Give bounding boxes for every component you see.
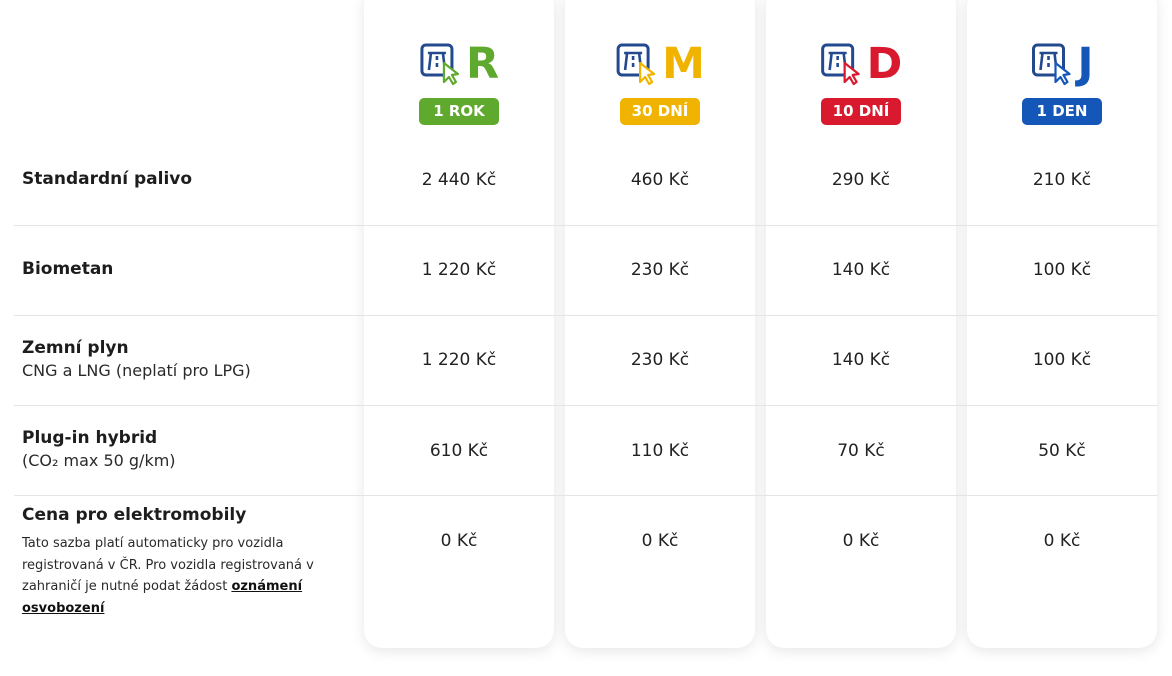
price-cell: 70 Kč — [837, 441, 885, 461]
plan-logo-m: M — [615, 42, 705, 86]
price-cell: 290 Kč — [831, 170, 891, 190]
plan-badge-m: 30 DNÍ — [620, 98, 700, 125]
price-cell: 0 Kč — [1043, 531, 1081, 551]
price-cell: 460 Kč — [630, 170, 690, 190]
plan-letter-r: R — [465, 39, 500, 89]
price-cell: 50 Kč — [1038, 441, 1086, 461]
price-cell: 1 220 Kč — [421, 350, 497, 370]
exemption-notice-link[interactable]: oznámení osvobození — [22, 579, 303, 616]
row-title: Plug-in hybrid — [22, 428, 158, 448]
row-label-plugin-hybrid: Plug-in hybrid (CO₂ max 50 g/km) — [22, 427, 176, 472]
row-label-standard-fuel: Standardní palivo — [22, 168, 192, 191]
price-cell: 0 Kč — [842, 531, 880, 551]
plan-badge-d: 10 DNÍ — [821, 98, 901, 125]
price-cell: 2 440 Kč — [421, 170, 497, 190]
row-title: Zemní plyn — [22, 338, 129, 358]
plan-header-d: D 10 DNÍ — [766, 0, 956, 140]
row-label-biomethane: Biometan — [22, 258, 113, 281]
price-cell: 140 Kč — [831, 260, 891, 280]
row-title: Standardní palivo — [22, 169, 193, 189]
row-divider — [14, 225, 1158, 226]
row-label-natural-gas: Zemní plyn CNG a LNG (neplatí pro LPG) — [22, 337, 251, 382]
plan-header-j: J 1 DEN — [967, 0, 1157, 140]
plan-badge-r: 1 ROK — [419, 98, 499, 125]
price-cell: 230 Kč — [630, 260, 690, 280]
plan-header-m: M 30 DNÍ — [565, 0, 755, 140]
price-cell: 210 Kč — [1032, 170, 1092, 190]
plan-letter-d: D — [866, 39, 903, 89]
plan-letter-j: J — [1077, 39, 1094, 89]
row-title: Cena pro elektromobily — [22, 505, 247, 525]
row-divider — [14, 405, 1158, 406]
row-divider — [14, 495, 1158, 496]
plan-logo-d: D — [820, 39, 903, 89]
price-cell: 100 Kč — [1032, 260, 1092, 280]
highway-ticket-cursor-icon — [821, 43, 860, 86]
highway-ticket-cursor-icon — [1032, 43, 1071, 86]
price-cell: 0 Kč — [641, 531, 679, 551]
price-cell: 1 220 Kč — [421, 260, 497, 280]
plan-logo-r: R — [419, 42, 499, 86]
price-cell: 610 Kč — [429, 441, 489, 461]
plan-logo-j: J — [1031, 42, 1094, 86]
price-cell: 0 Kč — [440, 531, 478, 551]
highway-ticket-cursor-icon — [616, 43, 656, 86]
plan-letter-m: M — [662, 39, 705, 89]
row-subtitle: (CO₂ max 50 g/km) — [22, 451, 176, 470]
plan-badge-j: 1 DEN — [1022, 98, 1102, 125]
row-subtitle: CNG a LNG (neplatí pro LPG) — [22, 361, 251, 380]
row-title: Biometan — [22, 259, 114, 279]
price-cell: 140 Kč — [831, 350, 891, 370]
highway-ticket-cursor-icon — [420, 43, 460, 86]
row-note: Tato sazba platí automaticky pro vozidla… — [22, 533, 332, 619]
price-cell: 100 Kč — [1032, 350, 1092, 370]
price-cell: 230 Kč — [630, 350, 690, 370]
row-label-electric: Cena pro elektromobily Tato sazba platí … — [22, 504, 332, 619]
price-cell: 110 Kč — [630, 441, 690, 461]
plan-header-r: R 1 ROK — [364, 0, 554, 140]
row-note-text: Tato sazba platí automaticky pro vozidla… — [22, 536, 314, 594]
row-divider — [14, 315, 1158, 316]
